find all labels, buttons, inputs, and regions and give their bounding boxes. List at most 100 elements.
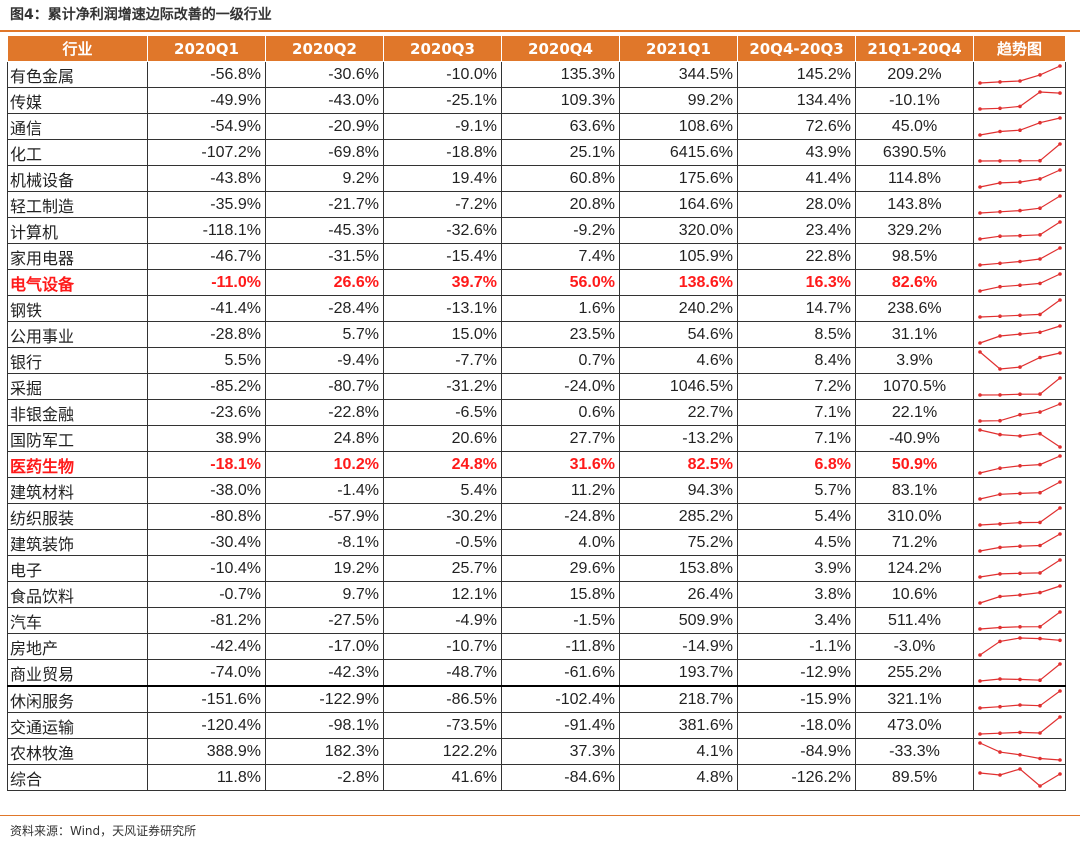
- sparkline-point: [1058, 298, 1062, 302]
- sparkline-line: [979, 768, 1061, 787]
- value-cell: -42.4%: [147, 633, 266, 660]
- sparkline-point: [1058, 638, 1062, 643]
- value-cell: 9.2%: [265, 165, 384, 192]
- sparkline-point: [998, 181, 1002, 185]
- trend-sparkline-cell: [973, 529, 1066, 556]
- value-cell: 15.8%: [501, 581, 620, 608]
- value-cell: 31.1%: [855, 321, 974, 348]
- value-cell: -61.6%: [501, 659, 620, 687]
- sparkline-point: [978, 237, 982, 241]
- value-cell: 135.3%: [501, 61, 620, 88]
- value-cell: -151.6%: [147, 685, 266, 713]
- sparkline-point: [998, 314, 1002, 318]
- sparkline-point: [978, 549, 982, 553]
- sparkline-point: [1018, 753, 1022, 757]
- trend-sparkline-cell: [973, 321, 1066, 348]
- industry-name-cell: 有色金属: [7, 61, 148, 88]
- sparkline-point: [1018, 464, 1022, 468]
- table-row: 房地产 -42.4% -17.0% -10.7% -11.8% -14.9% -1.1% -3…: [7, 633, 1066, 660]
- value-cell: 8.4%: [737, 347, 856, 374]
- value-cell: -13.2%: [619, 425, 738, 452]
- trend-sparkline-cell: [973, 269, 1066, 296]
- value-cell: 45.0%: [855, 113, 974, 140]
- table-row: 公用事业 -28.8% 5.7% 15.0% 23.5% 54.6% 8.5% 31.1%: [7, 321, 1066, 348]
- industry-name-cell: 非银金融: [7, 399, 148, 426]
- value-cell: 25.7%: [383, 555, 502, 582]
- sparkline-point: [1058, 194, 1062, 198]
- sparkline-point: [998, 545, 1002, 550]
- value-cell: -28.4%: [265, 295, 384, 322]
- value-cell: -1.1%: [737, 633, 856, 660]
- value-cell: 5.4%: [737, 503, 856, 530]
- table-row: 电气设备 -11.0% 26.6% 39.7% 56.0% 138.6% 16.3% 82.6…: [7, 269, 1066, 296]
- trend-sparkline: [978, 64, 1062, 85]
- sparkline-point: [1018, 233, 1022, 238]
- header-2020q1: 2020Q1: [147, 35, 266, 62]
- sparkline-point: [1038, 636, 1042, 641]
- sparkline-point: [1058, 445, 1062, 449]
- sparkline-point: [1058, 662, 1062, 666]
- value-cell: 19.4%: [383, 165, 502, 192]
- sparkline-point: [1058, 168, 1062, 172]
- industry-name-cell: 机械设备: [7, 165, 148, 192]
- industry-profit-table: 行业 2020Q1 2020Q2 2020Q3 2020Q4 2021Q1 20…: [7, 35, 1066, 791]
- trend-sparkline-cell: [973, 399, 1066, 426]
- value-cell: 3.9%: [855, 347, 974, 374]
- industry-name-cell: 商业贸易: [7, 659, 148, 687]
- industry-name-cell: 食品饮料: [7, 581, 148, 608]
- sparkline-point: [998, 284, 1002, 289]
- value-cell: -107.2%: [147, 139, 266, 166]
- value-cell: -120.4%: [147, 712, 266, 739]
- value-cell: -9.2%: [501, 217, 620, 244]
- value-cell: -91.4%: [501, 712, 620, 739]
- value-cell: 6415.6%: [619, 139, 738, 166]
- table-row: 纺织服装 -80.8% -57.9% -30.2% -24.8% 285.2% 5.4% 31…: [7, 503, 1066, 530]
- industry-name-cell: 房地产: [7, 633, 148, 660]
- trend-sparkline-cell: [973, 61, 1066, 88]
- value-cell: 15.0%: [383, 321, 502, 348]
- source-note: 资料来源：Wind，天风证券研究所: [10, 824, 197, 838]
- sparkline-point: [1058, 715, 1062, 719]
- trend-sparkline: [978, 90, 1062, 111]
- value-cell: -0.5%: [383, 529, 502, 556]
- table-row: 化工 -107.2% -69.8% -18.8% 25.1% 6415.6% 43.9% 63…: [7, 139, 1066, 166]
- value-cell: -98.1%: [265, 712, 384, 739]
- value-cell: 164.6%: [619, 191, 738, 218]
- value-cell: 19.2%: [265, 555, 384, 582]
- value-cell: 143.8%: [855, 191, 974, 218]
- value-cell: -46.7%: [147, 243, 266, 270]
- header-21q1-20q4: 21Q1-20Q4: [855, 35, 974, 62]
- sparkline-point: [1018, 208, 1022, 213]
- sparkline-line: [979, 143, 1061, 162]
- header-2020q4: 2020Q4: [501, 35, 620, 62]
- table-row: 家用电器 -46.7% -31.5% -15.4% 7.4% 105.9% 22.8% 98.…: [7, 243, 1066, 270]
- value-cell: 105.9%: [619, 243, 738, 270]
- sparkline-point: [1018, 767, 1022, 771]
- value-cell: 329.2%: [855, 217, 974, 244]
- sparkline-point: [978, 575, 982, 579]
- industry-name-cell: 纺织服装: [7, 503, 148, 530]
- value-cell: 20.6%: [383, 425, 502, 452]
- value-cell: 5.7%: [737, 477, 856, 504]
- value-cell: -18.1%: [147, 451, 266, 478]
- value-cell: 7.1%: [737, 399, 856, 426]
- table-row: 建筑材料 -38.0% -1.4% 5.4% 11.2% 94.3% 5.7% 83.1%: [7, 477, 1066, 504]
- value-cell: -10.4%: [147, 555, 266, 582]
- value-cell: -13.1%: [383, 295, 502, 322]
- value-cell: 26.6%: [265, 269, 384, 296]
- value-cell: 138.6%: [619, 269, 738, 296]
- trend-sparkline-cell: [973, 347, 1066, 374]
- sparkline-point: [1018, 283, 1022, 287]
- value-cell: 381.6%: [619, 712, 738, 739]
- sparkline-point: [1018, 491, 1022, 496]
- table-row: 休闲服务 -151.6% -122.9% -86.5% -102.4% 218.7% -15…: [7, 685, 1066, 713]
- value-cell: -31.5%: [265, 243, 384, 270]
- value-cell: -21.7%: [265, 191, 384, 218]
- table-row: 农林牧渔 388.9% 182.3% 122.2% 37.3% 4.1% -84.9% -33…: [7, 738, 1066, 765]
- sparkline-point: [978, 679, 982, 683]
- trend-sparkline-cell: [973, 712, 1066, 739]
- sparkline-point: [978, 706, 982, 710]
- sparkline-point: [978, 601, 982, 605]
- trend-sparkline: [978, 584, 1062, 605]
- value-cell: -41.4%: [147, 295, 266, 322]
